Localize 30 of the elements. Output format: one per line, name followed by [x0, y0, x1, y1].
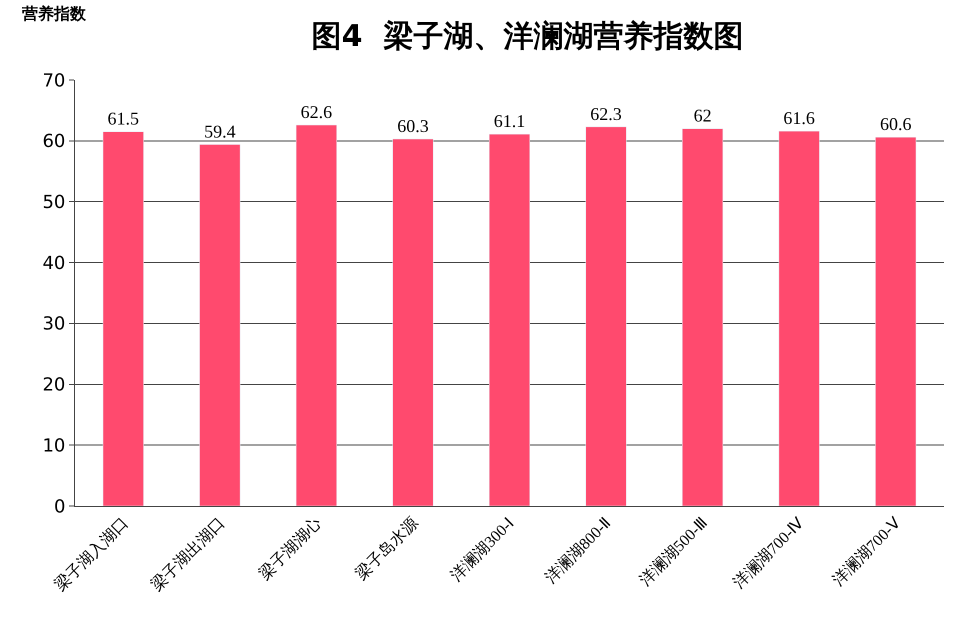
data-label: 61.5 [108, 108, 140, 129]
y-tick-label: 60 [42, 131, 66, 152]
bar [392, 138, 434, 506]
y-tick-label: 10 [42, 435, 66, 456]
y-tick-label: 40 [42, 252, 66, 274]
data-label: 62.6 [300, 102, 332, 122]
y-tick-label: 70 [42, 70, 66, 92]
x-tick-label: 梁子岛水源 [352, 514, 422, 584]
bar [296, 124, 337, 506]
data-label: 60.3 [397, 116, 429, 136]
data-label: 61.1 [494, 111, 526, 132]
x-tick-label: 梁子湖湖心 [256, 514, 325, 584]
bar [488, 134, 530, 506]
y-tick-label: 20 [42, 374, 66, 396]
y-tick-label: 50 [42, 192, 66, 214]
bar [778, 130, 820, 506]
bar [682, 128, 724, 506]
bar [199, 144, 240, 506]
data-label: 62 [694, 106, 712, 126]
y-tick-label: 30 [42, 314, 66, 335]
bar [875, 136, 916, 506]
data-label: 59.4 [204, 122, 236, 142]
x-tick-label: 梁子湖出湖口 [148, 514, 228, 595]
bar [586, 126, 627, 506]
data-label: 61.6 [783, 108, 815, 128]
chart-title: 图4 梁子湖、洋澜湖营养指数图 [312, 19, 744, 54]
data-label: 62.3 [590, 104, 622, 124]
bar [102, 131, 144, 506]
data-label: 60.6 [880, 114, 912, 134]
y-axis-title: 营养指数 [21, 4, 87, 23]
